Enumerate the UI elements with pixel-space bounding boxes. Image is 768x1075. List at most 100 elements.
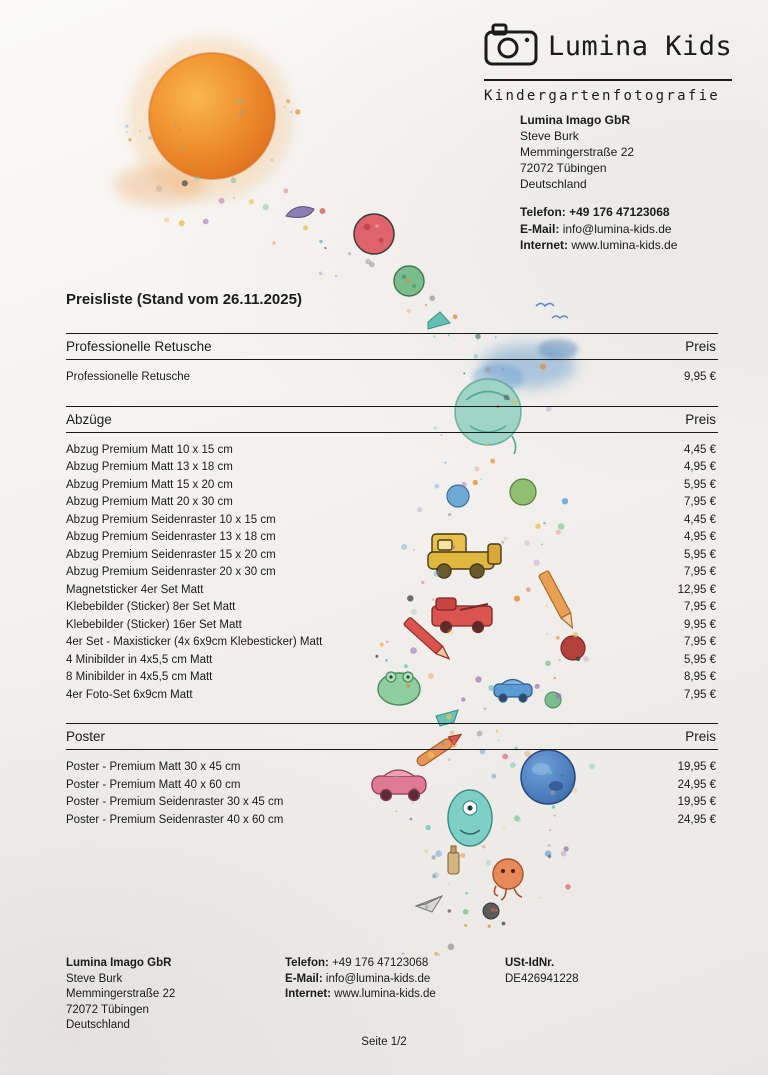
octopus-icon — [492, 858, 524, 901]
sun-icon — [149, 53, 275, 179]
price-row: Klebebilder (Sticker) 8er Set Matt 7,95 € — [66, 599, 718, 617]
email-value: info@lumina-kids.de — [562, 221, 672, 236]
item-price: 7,95 € — [684, 566, 716, 578]
section-header: Professionelle Retusche Preis — [66, 333, 718, 360]
item-price: 8,95 € — [684, 671, 716, 683]
header-address: Lumina Imago GbR Steve Burk Memmingerstr… — [520, 112, 634, 192]
item-price: 19,95 € — [677, 796, 716, 808]
footer-vat: USt-IdNr. DE426941228 — [505, 956, 579, 987]
paper-plane-icon — [414, 894, 444, 913]
vat-label: USt-IdNr. — [505, 957, 555, 969]
item-price: 4,95 € — [684, 531, 716, 543]
footer-email-label: E-Mail: — [285, 972, 323, 985]
company-name: Lumina Imago GbR — [520, 113, 631, 127]
footer-street: Memmingerstraße 22 — [66, 988, 176, 1000]
footer-email-value: info@lumina-kids.de — [325, 972, 431, 985]
footer-city: 72072 Tübingen — [66, 1003, 149, 1016]
pink-car-icon — [371, 769, 427, 802]
country: Deutschland — [520, 177, 587, 191]
item-price: 7,95 € — [684, 688, 716, 701]
item-price: 19,95 € — [677, 761, 716, 773]
price-row: Abzug Premium Matt 10 x 15 cm 4,45 € — [66, 442, 718, 460]
price-row: 4er Foto-Set 6x9cm Matt 7,95 € — [66, 687, 718, 705]
section-title: Professionelle Retusche — [66, 339, 212, 354]
web-line: Internet: www.lumina-kids.de — [520, 237, 677, 254]
item-label: Poster - Premium Seidenraster 40 x 60 cm — [66, 813, 284, 826]
email-label: E-Mail: — [520, 221, 560, 236]
blue-car-icon — [493, 678, 533, 703]
item-label: Abzug Premium Matt 15 x 20 cm — [66, 478, 233, 491]
price-row: Abzug Premium Seidenraster 20 x 30 cm 7,9… — [66, 564, 718, 582]
red-pencil-icon — [403, 617, 451, 660]
price-column-header: Preis — [685, 411, 716, 427]
red-planet-icon — [353, 213, 395, 255]
paper-boat-icon — [427, 311, 451, 330]
section-header: Abzüge Preis — [66, 405, 718, 433]
bottle-icon — [447, 845, 460, 875]
footer-email-line: E-Mail: info@lumina-kids.de — [285, 972, 436, 988]
item-price: 24,95 € — [677, 778, 716, 791]
email-line: E-Mail: info@lumina-kids.de — [520, 221, 677, 238]
price-row: Magnetsticker 4er Set Matt 12,95 € — [66, 582, 718, 600]
brand-name: Lumina Kids — [548, 31, 733, 62]
page-title: Preisliste (Stand vom 26.11.2025) — [66, 291, 302, 308]
price-row: Poster - Premium Seidenraster 30 x 45 cm… — [66, 794, 718, 812]
street: Memmingerstraße 22 — [520, 145, 635, 159]
item-price: 4,95 € — [684, 461, 716, 473]
footer-phone-value: +49 176 47123068 — [332, 957, 429, 969]
price-row: Poster - Premium Matt 40 x 60 cm 24,95 € — [66, 777, 718, 795]
section-rows: Poster - Premium Matt 30 x 45 cm 19,95 € P… — [66, 750, 718, 839]
teal-monster-icon — [447, 789, 493, 847]
item-label: Abzug Premium Matt 20 x 30 cm — [66, 496, 233, 508]
price-row: Abzug Premium Seidenraster 15 x 20 cm 5,9… — [66, 547, 718, 565]
item-price: 9,95 € — [684, 371, 716, 383]
price-row: Poster - Premium Matt 30 x 45 cm 19,95 € — [66, 759, 718, 777]
footer-phone-label: Telefon: — [285, 957, 329, 969]
item-label: 4 Minibilder in 4x5,5 cm Matt — [66, 653, 213, 666]
header-contact: Telefon: +49 176 47123068 E-Mail: info@l… — [520, 204, 677, 254]
price-section: Abzüge Preis Abzug Premium Matt 10 x 15 cm… — [66, 405, 718, 715]
price-row: Abzug Premium Matt 20 x 30 cm 7,95 € — [66, 494, 718, 512]
footer-contact: Telefon: +49 176 47123068 E-Mail: info@l… — [285, 956, 436, 1003]
price-row: 8 Minibilder in 4x5,5 cm Matt 8,95 € — [66, 669, 718, 687]
phone-label: Telefon: — [520, 205, 566, 219]
price-column-header: Preis — [685, 729, 716, 744]
phone-line: Telefon: +49 176 47123068 — [520, 204, 677, 221]
footer-web-line: Internet: www.lumina-kids.de — [285, 987, 436, 1003]
item-price: 7,95 € — [684, 496, 716, 508]
speckle-dots — [125, 95, 595, 956]
item-label: Professionelle Retusche — [66, 371, 191, 383]
item-label: Abzug Premium Seidenraster 15 x 20 cm — [66, 548, 276, 561]
footer-company: Lumina Imago GbR — [66, 957, 172, 969]
item-price: 4,45 € — [684, 513, 716, 526]
price-row: Abzug Premium Seidenraster 13 x 18 cm 4,9… — [66, 529, 718, 547]
item-label: Abzug Premium Matt 13 x 18 cm — [66, 461, 233, 473]
footer-phone-line: Telefon: +49 176 47123068 — [285, 956, 436, 972]
price-sections: Professionelle Retusche Preis Professionel… — [66, 333, 718, 848]
fire-truck-icon — [431, 597, 493, 634]
frog-icon — [377, 671, 421, 706]
price-row: Abzug Premium Matt 13 x 18 cm 4,95 € — [66, 459, 718, 477]
camera-icon — [484, 22, 538, 71]
footer-web-value: www.lumina-kids.de — [334, 988, 436, 1000]
price-section: Poster Preis Poster - Premium Matt 30 x 45… — [66, 723, 718, 839]
price-row: 4er Set - Maxisticker (4x 6x9cm Klebesti… — [66, 634, 718, 652]
item-price: 5,95 € — [684, 548, 716, 561]
item-label: Magnetsticker 4er Set Matt — [66, 583, 204, 596]
item-price: 4,45 € — [684, 443, 716, 456]
price-row: Abzug Premium Matt 15 x 20 cm 5,95 € — [66, 477, 718, 495]
price-column-header: Preis — [685, 339, 716, 354]
item-price: 5,95 € — [684, 478, 716, 491]
item-label: 4er Foto-Set 6x9cm Matt — [66, 688, 193, 701]
section-title: Abzüge — [66, 411, 112, 427]
brand-tagline: Kindergartenfotografie — [484, 88, 721, 104]
section-rows: Abzug Premium Matt 10 x 15 cm 4,45 € Abzug… — [66, 433, 718, 715]
red-ball — [560, 635, 586, 661]
price-row: 4 Minibilder in 4x5,5 cm Matt 5,95 € — [66, 652, 718, 670]
footer-address: Lumina Imago GbR Steve Burk Memmingerstr… — [66, 956, 175, 1034]
blue-crumple — [446, 484, 470, 508]
item-label: Poster - Premium Matt 30 x 45 cm — [66, 761, 241, 773]
web-label: Internet: — [520, 238, 568, 252]
section-header: Poster Preis — [66, 723, 718, 750]
item-label: 4er Set - Maxisticker (4x 6x9cm Klebesti… — [66, 636, 323, 648]
